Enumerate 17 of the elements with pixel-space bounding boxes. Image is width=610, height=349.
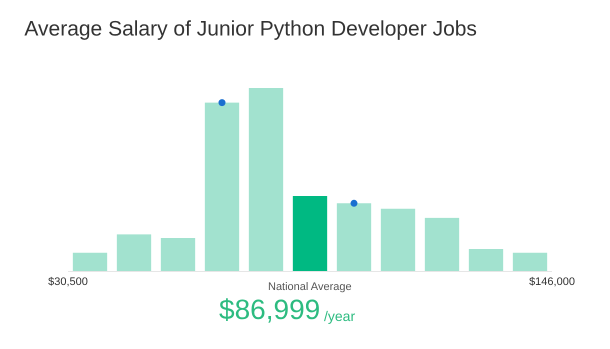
- bar: [424, 218, 460, 271]
- bar: [512, 252, 548, 271]
- text: /year: [324, 308, 356, 324]
- chart-title: Average Salary of Junior Python Developer Jobs: [24, 17, 477, 40]
- text: National Average: [268, 281, 352, 293]
- bar: [336, 203, 372, 271]
- bar: [468, 249, 504, 271]
- x-tick-label: $30,500: [48, 276, 88, 288]
- bar: [204, 102, 240, 271]
- bar: [248, 88, 284, 271]
- bar: [160, 238, 196, 271]
- bar: [116, 234, 152, 271]
- bar: [380, 208, 416, 271]
- bar: [292, 196, 328, 271]
- text: $86,999: [219, 294, 320, 325]
- x-tick-label: $146,000: [529, 276, 575, 288]
- bar: [72, 252, 108, 271]
